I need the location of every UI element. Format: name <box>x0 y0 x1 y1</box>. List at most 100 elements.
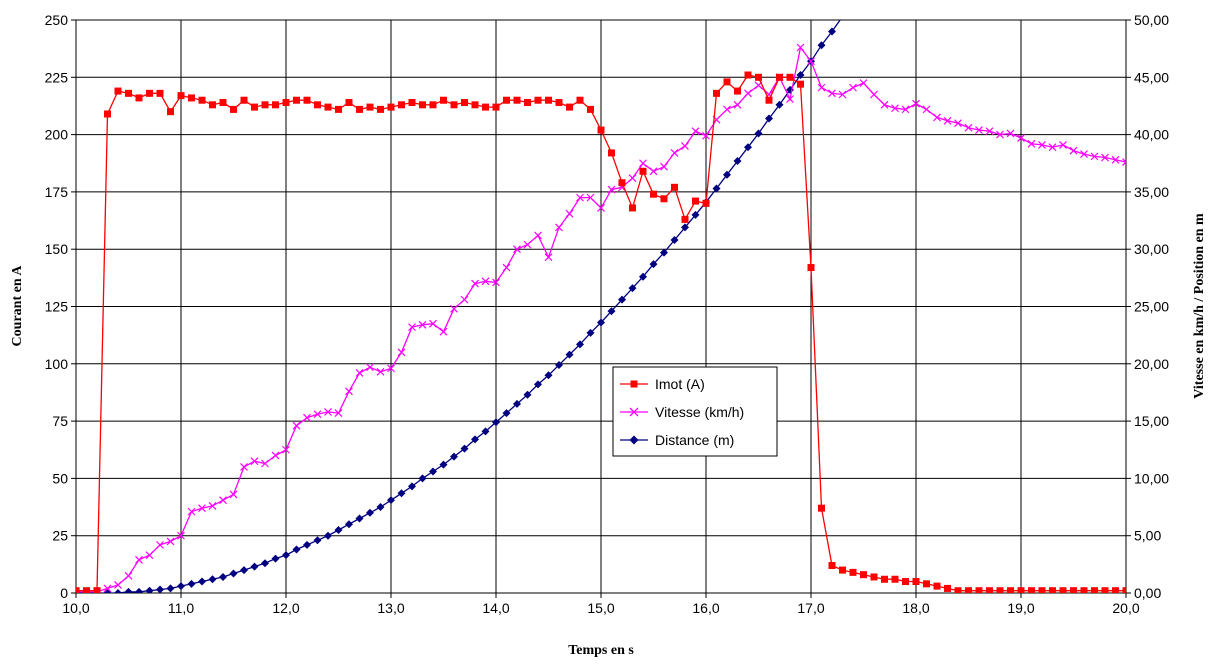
data-point-vitesse-km-h <box>796 43 805 52</box>
data-point-imot-a <box>93 587 101 593</box>
data-point-vitesse-km-h <box>1069 146 1078 155</box>
data-point-imot-a <box>1080 587 1088 593</box>
data-point-vitesse-km-h <box>177 531 185 540</box>
data-point-imot-a <box>524 99 531 107</box>
legend-marker-imot <box>630 380 638 388</box>
data-point-vitesse-km-h <box>870 90 878 99</box>
tick-labels: 10,0 11,0 12,0 13,0 14,0 15,0 16,0 17,0 18,0 19,0… <box>45 12 1170 616</box>
y-left-tick-label: 250 <box>45 12 69 28</box>
data-point-vitesse-km-h <box>187 507 196 516</box>
data-point-imot-a <box>776 73 783 81</box>
legend-item-imot: Imot (A) <box>620 376 705 392</box>
data-point-imot-a <box>398 101 405 109</box>
data-point-vitesse-km-h <box>135 555 143 564</box>
data-point-distance-m <box>408 482 416 491</box>
data-point-distance-m <box>565 350 574 359</box>
x-tick-label: 17,0 <box>797 600 824 616</box>
data-point-vitesse-km-h <box>355 369 364 377</box>
data-point-vitesse-km-h <box>534 231 542 240</box>
data-point-vitesse-km-h <box>229 490 238 499</box>
data-point-vitesse-km-h <box>996 130 1004 139</box>
data-point-imot-a <box>1070 587 1077 593</box>
data-point-vitesse-km-h <box>208 501 217 510</box>
data-point-vitesse-km-h <box>891 104 899 113</box>
data-point-vitesse-km-h <box>240 463 248 471</box>
data-point-vitesse-km-h <box>345 387 353 396</box>
data-point-vitesse-km-h <box>481 277 490 286</box>
data-point-distance-m <box>828 27 836 36</box>
legend-item-distance: Distance (m) <box>620 432 734 448</box>
data-point-imot-a <box>251 103 258 111</box>
data-point-imot-a <box>450 101 458 109</box>
data-point-imot-a <box>482 103 489 111</box>
data-point-imot-a <box>807 264 815 272</box>
data-point-imot-a <box>125 89 132 97</box>
data-point-distance-m <box>691 210 700 219</box>
data-point-distance-m <box>775 100 784 109</box>
data-point-distance-m <box>492 418 500 427</box>
data-point-distance-m <box>481 427 490 436</box>
data-point-distance-m <box>240 566 248 575</box>
data-point-vitesse-km-h <box>849 83 857 92</box>
legend-label-vitesse: Vitesse (km/h) <box>655 404 744 420</box>
data-point-imot-a <box>660 195 668 203</box>
data-point-vitesse-km-h <box>649 167 658 176</box>
data-point-imot-a <box>167 108 174 116</box>
data-point-vitesse-km-h <box>313 410 322 419</box>
data-point-distance-m <box>576 340 584 349</box>
data-point-imot-a <box>1017 587 1025 593</box>
data-point-vitesse-km-h <box>114 581 122 589</box>
data-point-distance-m <box>607 307 616 316</box>
data-point-distance-m <box>324 531 332 540</box>
data-point-distance-m <box>796 71 805 80</box>
data-point-distance-m <box>229 569 238 578</box>
data-point-imot-a <box>587 105 594 113</box>
data-point-imot-a <box>356 105 363 113</box>
data-point-imot-a <box>744 71 752 79</box>
y-right-tick-label: 30,00 <box>1134 241 1169 257</box>
x-tick-label: 12,0 <box>272 600 299 616</box>
data-point-distance-m <box>817 41 826 50</box>
data-point-imot-a <box>618 179 626 187</box>
y-axis-right-title: Vitesse en km/h / Position en m <box>1192 213 1207 399</box>
data-point-imot-a <box>461 99 468 107</box>
data-point-vitesse-km-h <box>250 457 259 466</box>
data-point-imot-a <box>513 96 521 104</box>
data-point-distance-m <box>597 318 605 327</box>
data-point-imot-a <box>366 103 374 111</box>
data-point-vitesse-km-h <box>639 159 647 168</box>
y-left-tick-label: 200 <box>45 127 69 143</box>
data-point-imot-a <box>996 587 1004 593</box>
data-point-vitesse-km-h <box>376 367 385 376</box>
data-point-distance-m <box>271 554 280 563</box>
y-right-tick-label: 50,00 <box>1134 12 1169 28</box>
data-point-imot-a <box>1038 587 1046 593</box>
data-point-vitesse-km-h <box>513 245 521 254</box>
data-point-vitesse-km-h <box>1101 153 1109 162</box>
data-point-distance-m <box>303 540 311 549</box>
data-point-distance-m <box>712 184 721 193</box>
data-point-vitesse-km-h <box>859 79 868 87</box>
data-point-distance-m <box>471 435 479 444</box>
data-point-imot-a <box>293 96 300 104</box>
data-point-distance-m <box>841 20 844 21</box>
series-vitesse-km-h <box>76 43 1126 593</box>
data-point-imot-a <box>272 101 279 109</box>
x-tick-label: 15,0 <box>587 600 614 616</box>
data-point-vitesse-km-h <box>502 263 511 272</box>
legend-label-imot: Imot (A) <box>655 376 705 392</box>
data-point-vitesse-km-h <box>282 445 290 454</box>
data-point-imot-a <box>198 96 206 104</box>
data-point-vitesse-km-h <box>733 100 742 109</box>
data-point-vitesse-km-h <box>1122 158 1126 167</box>
data-point-imot-a <box>881 575 888 583</box>
data-point-imot-a <box>345 99 353 107</box>
gridlines <box>75 19 1127 594</box>
data-point-imot-a <box>135 94 143 102</box>
data-point-imot-a <box>1049 587 1056 593</box>
x-tick-label: 16,0 <box>692 600 719 616</box>
data-point-imot-a <box>492 103 500 111</box>
data-point-vitesse-km-h <box>828 89 836 98</box>
data-point-distance-m <box>135 587 143 593</box>
